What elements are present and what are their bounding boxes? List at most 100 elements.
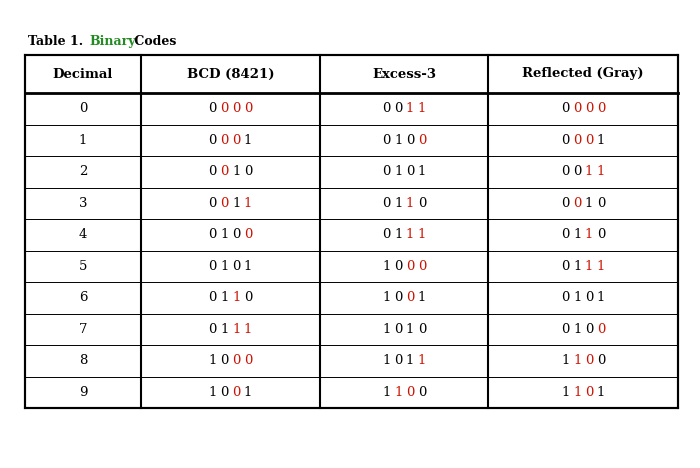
Bar: [25, 55, 678, 408]
Text: Binary: Binary: [89, 35, 136, 48]
Text: 0: 0: [561, 291, 570, 304]
Text: Codes: Codes: [130, 35, 176, 48]
Text: 0: 0: [418, 260, 426, 273]
Text: 0: 0: [596, 228, 605, 241]
Text: 1: 1: [418, 291, 426, 304]
Text: 0: 0: [585, 354, 594, 367]
Text: 1: 1: [573, 323, 582, 336]
Text: 0: 0: [232, 354, 241, 367]
Text: 6: 6: [78, 291, 88, 304]
Text: 0: 0: [209, 134, 217, 147]
Text: 1: 1: [209, 354, 217, 367]
Text: 0: 0: [561, 165, 570, 178]
Text: 1: 1: [596, 291, 605, 304]
Text: 1: 1: [382, 291, 391, 304]
Text: 0: 0: [220, 165, 229, 178]
Text: 0: 0: [220, 134, 229, 147]
Text: 0: 0: [596, 197, 605, 210]
Text: 0: 0: [585, 291, 594, 304]
Text: 0: 0: [209, 165, 217, 178]
Text: 0: 0: [394, 291, 402, 304]
Text: 1: 1: [406, 102, 414, 115]
Text: BCD (8421): BCD (8421): [187, 67, 274, 80]
Text: 0: 0: [232, 102, 241, 115]
Text: 1: 1: [406, 228, 414, 241]
Text: 0: 0: [232, 260, 241, 273]
Text: 1: 1: [561, 386, 570, 399]
Text: 2: 2: [78, 165, 87, 178]
Text: 0: 0: [573, 165, 582, 178]
Text: 0: 0: [232, 134, 241, 147]
Text: 0: 0: [561, 102, 570, 115]
Text: 0: 0: [585, 134, 594, 147]
Text: 0: 0: [244, 165, 252, 178]
Text: 1: 1: [209, 386, 217, 399]
Text: Reflected (Gray): Reflected (Gray): [522, 67, 644, 80]
Text: 1: 1: [418, 354, 426, 367]
Text: 1: 1: [220, 228, 229, 241]
Text: 0: 0: [394, 260, 402, 273]
Text: 1: 1: [394, 228, 402, 241]
Text: 0: 0: [561, 134, 570, 147]
Text: 1: 1: [596, 165, 605, 178]
Text: 0: 0: [220, 354, 229, 367]
Text: 1: 1: [406, 323, 414, 336]
Text: 1: 1: [382, 260, 391, 273]
Text: 1: 1: [418, 102, 426, 115]
Text: 0: 0: [209, 323, 217, 336]
Text: 1: 1: [585, 228, 594, 241]
Text: 0: 0: [232, 228, 241, 241]
Text: 0: 0: [244, 354, 252, 367]
Text: 0: 0: [406, 165, 414, 178]
Text: 1: 1: [418, 228, 426, 241]
Text: 0: 0: [244, 228, 252, 241]
Text: 9: 9: [78, 386, 88, 399]
Text: 1: 1: [382, 323, 391, 336]
Text: 0: 0: [573, 134, 582, 147]
Text: Table 1.: Table 1.: [28, 35, 88, 48]
Text: 1: 1: [232, 323, 241, 336]
Text: 1: 1: [585, 165, 594, 178]
Text: 0: 0: [382, 197, 391, 210]
Text: 5: 5: [78, 260, 87, 273]
Text: 1: 1: [394, 134, 402, 147]
Text: 1: 1: [573, 386, 582, 399]
Text: 1: 1: [596, 386, 605, 399]
Text: 0: 0: [561, 228, 570, 241]
Text: 0: 0: [209, 291, 217, 304]
Text: 1: 1: [585, 197, 594, 210]
Text: Decimal: Decimal: [52, 67, 113, 80]
Text: 0: 0: [209, 228, 217, 241]
Text: 1: 1: [244, 323, 252, 336]
Text: 0: 0: [394, 102, 402, 115]
Text: 1: 1: [585, 260, 594, 273]
Text: 0: 0: [418, 134, 426, 147]
Text: 0: 0: [561, 197, 570, 210]
Text: 1: 1: [232, 291, 241, 304]
Text: 1: 1: [596, 134, 605, 147]
Text: 0: 0: [418, 386, 426, 399]
Text: 1: 1: [244, 197, 252, 210]
Text: 1: 1: [394, 197, 402, 210]
Text: 1: 1: [78, 134, 87, 147]
Text: 1: 1: [244, 386, 252, 399]
Text: 0: 0: [382, 228, 391, 241]
Text: 0: 0: [406, 291, 414, 304]
Text: 1: 1: [406, 354, 414, 367]
Text: 1: 1: [382, 354, 391, 367]
Text: 4: 4: [78, 228, 87, 241]
Text: 0: 0: [406, 260, 414, 273]
Text: 0: 0: [418, 323, 426, 336]
Text: 0: 0: [220, 386, 229, 399]
Text: 1: 1: [232, 165, 241, 178]
Text: 0: 0: [220, 197, 229, 210]
Text: 0: 0: [596, 354, 605, 367]
Text: 0: 0: [561, 260, 570, 273]
Text: 0: 0: [382, 134, 391, 147]
Text: 1: 1: [382, 386, 391, 399]
Text: 0: 0: [382, 165, 391, 178]
Text: 1: 1: [573, 228, 582, 241]
Text: 0: 0: [232, 386, 241, 399]
Text: 0: 0: [596, 323, 605, 336]
Text: 0: 0: [209, 260, 217, 273]
